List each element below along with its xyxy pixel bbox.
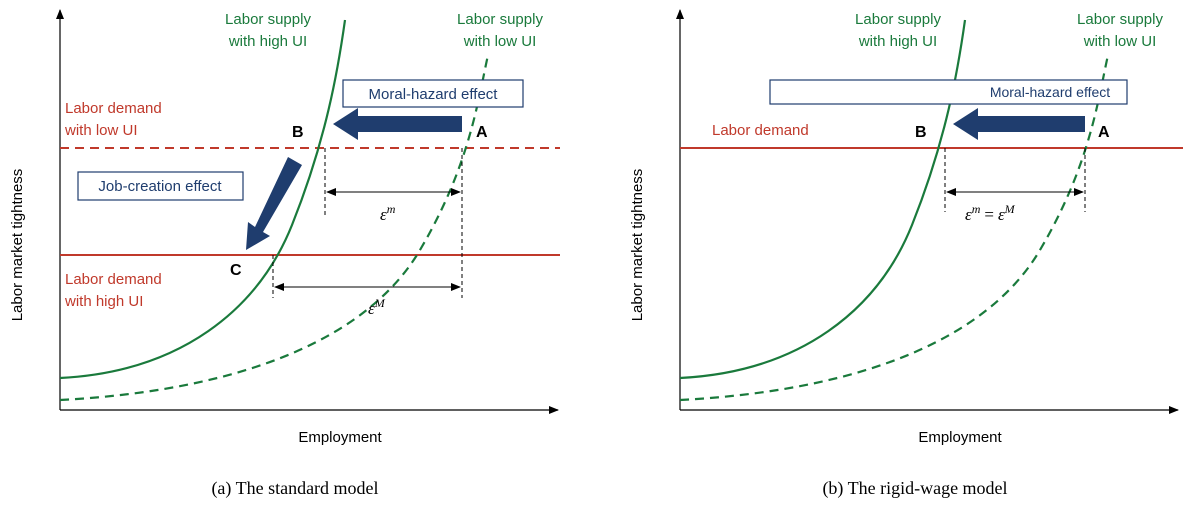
x-axis-label: Employment — [918, 429, 1002, 446]
supply-low-curve — [679, 54, 1110, 402]
point-label: A — [1098, 124, 1110, 141]
panel-a: Labor market tightness Employment (a) Th… — [9, 9, 560, 499]
moral-hazard-box — [769, 79, 1128, 105]
point-label: C — [230, 262, 242, 279]
job-creation-arrow — [246, 157, 302, 250]
supply-high-curve — [679, 19, 967, 380]
panel-b: Labor market tightness Employment (b) Th… — [629, 9, 1183, 499]
supply-low-label: Labor supply — [457, 11, 543, 28]
supply-low-label: Labor supply — [1077, 11, 1163, 28]
supply-high-curve — [59, 19, 347, 380]
moral-hazard-box — [342, 79, 524, 108]
moral-hazard-label: Moral-hazard effect — [369, 86, 499, 103]
point-label: A — [476, 124, 488, 141]
y-axis-label: Labor market tightness — [629, 169, 646, 322]
eps-small: εm — [380, 202, 396, 224]
supply-high-label: Labor supply — [225, 11, 311, 28]
supply-high-label: with high UI — [858, 33, 937, 50]
moral-hazard-label: Moral-hazard effect — [990, 84, 1110, 100]
x-axis-label: Employment — [298, 429, 382, 446]
caption: (a) The standard model — [211, 478, 378, 499]
supply-low-label: with low UI — [463, 33, 537, 50]
point-label: B — [915, 124, 927, 141]
job-creation-label: Job-creation effect — [98, 178, 222, 195]
moral-hazard-arrow — [333, 108, 462, 140]
guides — [272, 148, 463, 298]
demand-high-label: Labor demand — [65, 271, 162, 288]
demand-low-label: with low UI — [64, 122, 138, 139]
eps-equality: εm = εM — [965, 202, 1016, 224]
point-label: B — [292, 124, 304, 141]
demand-label: Labor demand — [712, 122, 809, 139]
supply-low-label: with low UI — [1083, 33, 1157, 50]
supply-low-curve — [59, 54, 490, 402]
y-axis-label: Labor market tightness — [9, 169, 26, 322]
moral-hazard-arrow — [953, 108, 1085, 140]
demand-low-label: Labor demand — [65, 100, 162, 117]
job-creation-box — [77, 171, 244, 201]
eps-large: εM — [368, 296, 386, 318]
supply-high-label: with high UI — [228, 33, 307, 50]
guides — [944, 148, 1086, 212]
demand-high-label: with high UI — [64, 293, 143, 310]
supply-high-label: Labor supply — [855, 11, 941, 28]
caption: (b) The rigid-wage model — [822, 478, 1007, 499]
